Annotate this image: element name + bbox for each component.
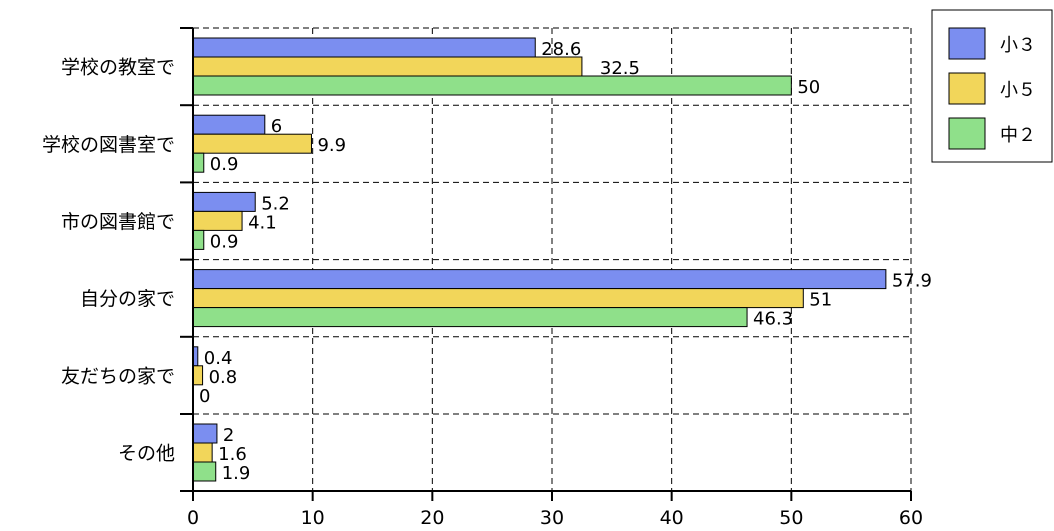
category-label: 友だちの家で: [61, 365, 175, 387]
data-label: 6: [271, 116, 282, 137]
data-label: 28.6: [541, 39, 581, 60]
x-tick-label: 50: [779, 507, 803, 529]
data-label: 0.9: [210, 231, 239, 252]
bar: [192, 114, 266, 135]
legend-swatch: [948, 27, 986, 60]
bar: [192, 307, 748, 328]
bar: [192, 37, 536, 58]
data-label: 46.3: [753, 309, 793, 330]
data-label: 57.9: [892, 271, 932, 292]
data-label: 0.8: [209, 367, 238, 388]
category-label: 自分の家で: [80, 288, 175, 310]
bar: [192, 461, 217, 482]
data-label: 32.5: [600, 58, 640, 79]
bar: [192, 75, 792, 96]
bar: [192, 269, 887, 290]
bar: [192, 229, 205, 250]
bar: [192, 365, 204, 386]
bar: [192, 56, 583, 77]
bar: [192, 191, 256, 212]
grid-lines: [193, 27, 912, 491]
x-tick-label: 60: [899, 507, 923, 529]
bar: [192, 442, 213, 463]
labels-group: 28.6 32.5 50 学校の教室で 6 9.9 0.9 学校の図書室で 5.24.1 0.9 市…: [42, 39, 932, 529]
x-tick-label: 40: [660, 507, 684, 529]
bar: [192, 152, 205, 173]
category-label: その他: [118, 443, 175, 465]
x-tick-label: 0: [187, 507, 199, 529]
legend-label: 小３: [1000, 35, 1036, 56]
data-label: 0.9: [210, 154, 239, 175]
x-tick-label: 10: [301, 507, 325, 529]
data-label: 0.4: [204, 348, 233, 369]
data-label: 4.1: [248, 212, 277, 233]
data-label: 50: [797, 77, 820, 98]
bar: [192, 133, 312, 154]
data-label: 0: [199, 386, 210, 407]
legend-label: 小５: [1000, 80, 1036, 101]
legend: 小３ 小５ 中２: [931, 9, 1053, 163]
data-label: 9.9: [317, 135, 346, 156]
bar: [192, 288, 804, 309]
legend-swatch: [948, 117, 986, 150]
legend-swatch: [948, 72, 986, 105]
category-label: 学校の教室で: [61, 57, 175, 79]
data-label: 1.6: [218, 444, 247, 465]
data-label: 1.9: [222, 463, 251, 484]
x-tick-label: 20: [420, 507, 444, 529]
legend-label: 中２: [1000, 125, 1036, 146]
bar: [192, 423, 218, 444]
x-tick-label: 30: [540, 507, 564, 529]
category-label: 学校の図書室で: [42, 134, 175, 156]
data-label: 51: [809, 290, 832, 311]
data-label: 2: [223, 425, 234, 446]
bars-group: [192, 37, 887, 482]
data-label: 5.2: [261, 193, 290, 214]
category-label: 市の図書館で: [61, 211, 175, 233]
axes-group: [180, 27, 912, 501]
bar: [192, 210, 243, 231]
